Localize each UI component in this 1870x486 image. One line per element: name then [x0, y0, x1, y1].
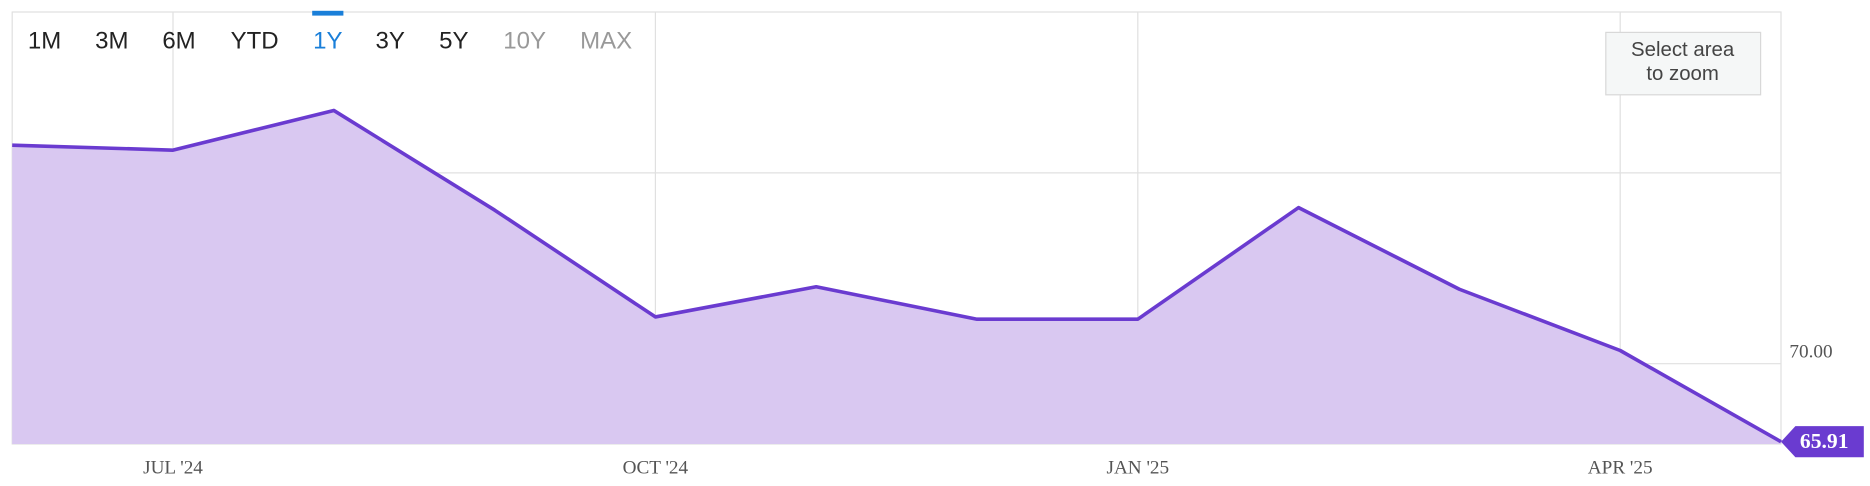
range-button-label: 10Y	[503, 27, 546, 54]
range-button[interactable]: 1M	[28, 27, 61, 54]
last-value-badge	[1781, 426, 1864, 458]
last-value-label: 65.91	[1800, 429, 1849, 453]
active-indicator	[312, 10, 344, 16]
y-tick-label: 70.00	[1789, 341, 1832, 362]
range-button-label: 3M	[95, 27, 128, 54]
range-button[interactable]: 5Y	[439, 27, 468, 54]
x-tick-label: APR '25	[1588, 458, 1653, 479]
range-button[interactable]: 1Y	[312, 10, 344, 55]
zoom-hint: Select area	[1631, 39, 1735, 61]
range-button-label: 3Y	[376, 27, 405, 54]
range-button-label: YTD	[231, 27, 279, 54]
range-button-label: 1Y	[313, 27, 342, 54]
range-button-label: MAX	[580, 27, 632, 54]
range-button-label: 1M	[28, 27, 61, 54]
area-fill	[12, 110, 1782, 445]
range-button-label: 5Y	[439, 27, 468, 54]
range-button[interactable]: 3Y	[376, 27, 405, 54]
range-button-label: 6M	[162, 27, 195, 54]
range-button[interactable]: YTD	[231, 27, 279, 54]
range-button: 10Y	[503, 27, 546, 54]
zoom-hint: to zoom	[1646, 63, 1719, 85]
x-tick-label: JAN '25	[1106, 458, 1169, 479]
x-tick-label: JUL '24	[143, 458, 203, 479]
range-button: MAX	[580, 27, 632, 54]
range-button[interactable]: 6M	[162, 27, 195, 54]
line	[12, 108, 1782, 444]
range-button[interactable]: 3M	[95, 27, 128, 54]
zoom-hint-box	[1605, 31, 1762, 96]
x-tick-label: OCT '24	[623, 458, 689, 479]
